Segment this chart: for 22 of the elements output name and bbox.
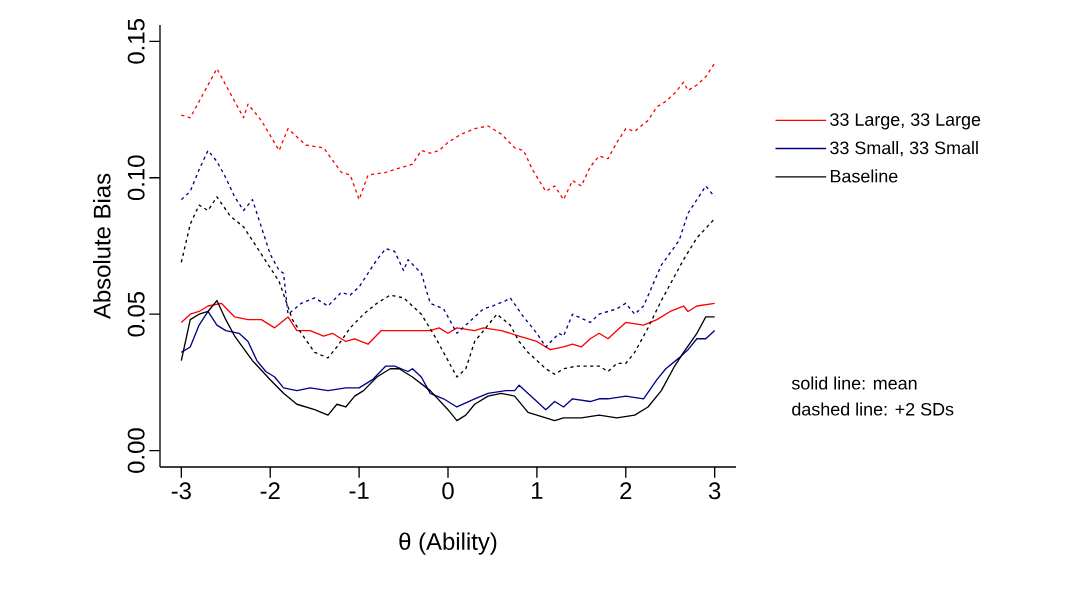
line-series [180,196,716,378]
x-tick-label: 3 [708,482,721,500]
y-axis-title: Absolute Bias [93,173,111,320]
x-tick-label: 2 [620,482,632,500]
line-series [180,310,716,411]
y-tick-label: 0.00 [127,428,145,473]
x-tick-label: 0 [442,482,454,500]
legend-label: 33 Small, 33 Small [830,141,978,157]
y-tick-label: 0.05 [127,291,145,337]
text: solid line: mean [791,376,917,390]
x-tick-label: -2 [260,482,280,500]
text: dashed line: +2 SDs [792,402,954,416]
x-tick-label: 1 [532,482,543,499]
y-tick-label: 0.15 [127,19,145,64]
line-series [180,299,716,422]
y-tick-label: 0.10 [127,155,145,201]
legend-label: 33 Large, 33 Large [830,113,981,130]
line-series [180,62,716,201]
legend-label: Baseline [830,169,898,183]
x-tick-label: -3 [171,482,191,500]
x-tick-label: -1 [349,482,369,499]
x-axis-title: θ (Ability) [399,532,497,555]
